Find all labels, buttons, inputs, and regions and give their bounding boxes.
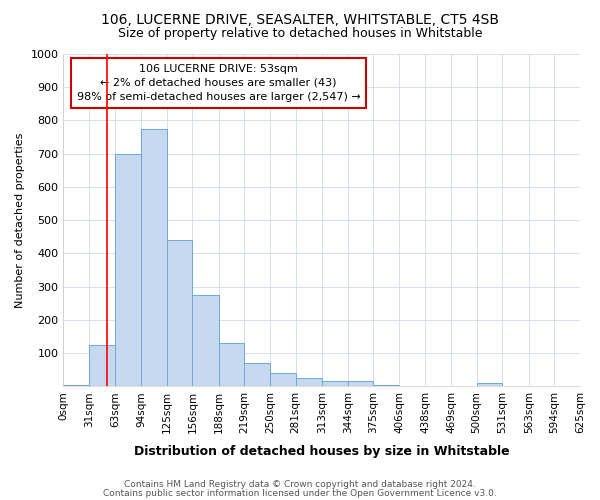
Bar	[373, 384, 399, 386]
Bar	[167, 240, 193, 386]
Bar	[244, 363, 270, 386]
Bar	[476, 383, 502, 386]
Bar	[322, 382, 348, 386]
Bar	[64, 384, 89, 386]
Text: Contains HM Land Registry data © Crown copyright and database right 2024.: Contains HM Land Registry data © Crown c…	[124, 480, 476, 489]
Bar	[348, 382, 373, 386]
Text: Contains public sector information licensed under the Open Government Licence v3: Contains public sector information licen…	[103, 490, 497, 498]
Bar	[141, 129, 167, 386]
Text: Size of property relative to detached houses in Whitstable: Size of property relative to detached ho…	[118, 28, 482, 40]
X-axis label: Distribution of detached houses by size in Whitstable: Distribution of detached houses by size …	[134, 444, 509, 458]
Text: 106 LUCERNE DRIVE: 53sqm
← 2% of detached houses are smaller (43)
98% of semi-de: 106 LUCERNE DRIVE: 53sqm ← 2% of detache…	[77, 64, 360, 102]
Bar	[219, 343, 244, 386]
Bar	[296, 378, 322, 386]
Bar	[115, 154, 141, 386]
Text: 106, LUCERNE DRIVE, SEASALTER, WHITSTABLE, CT5 4SB: 106, LUCERNE DRIVE, SEASALTER, WHITSTABL…	[101, 12, 499, 26]
Y-axis label: Number of detached properties: Number of detached properties	[15, 132, 25, 308]
Bar	[193, 295, 219, 386]
Bar	[89, 345, 115, 387]
Bar	[270, 373, 296, 386]
